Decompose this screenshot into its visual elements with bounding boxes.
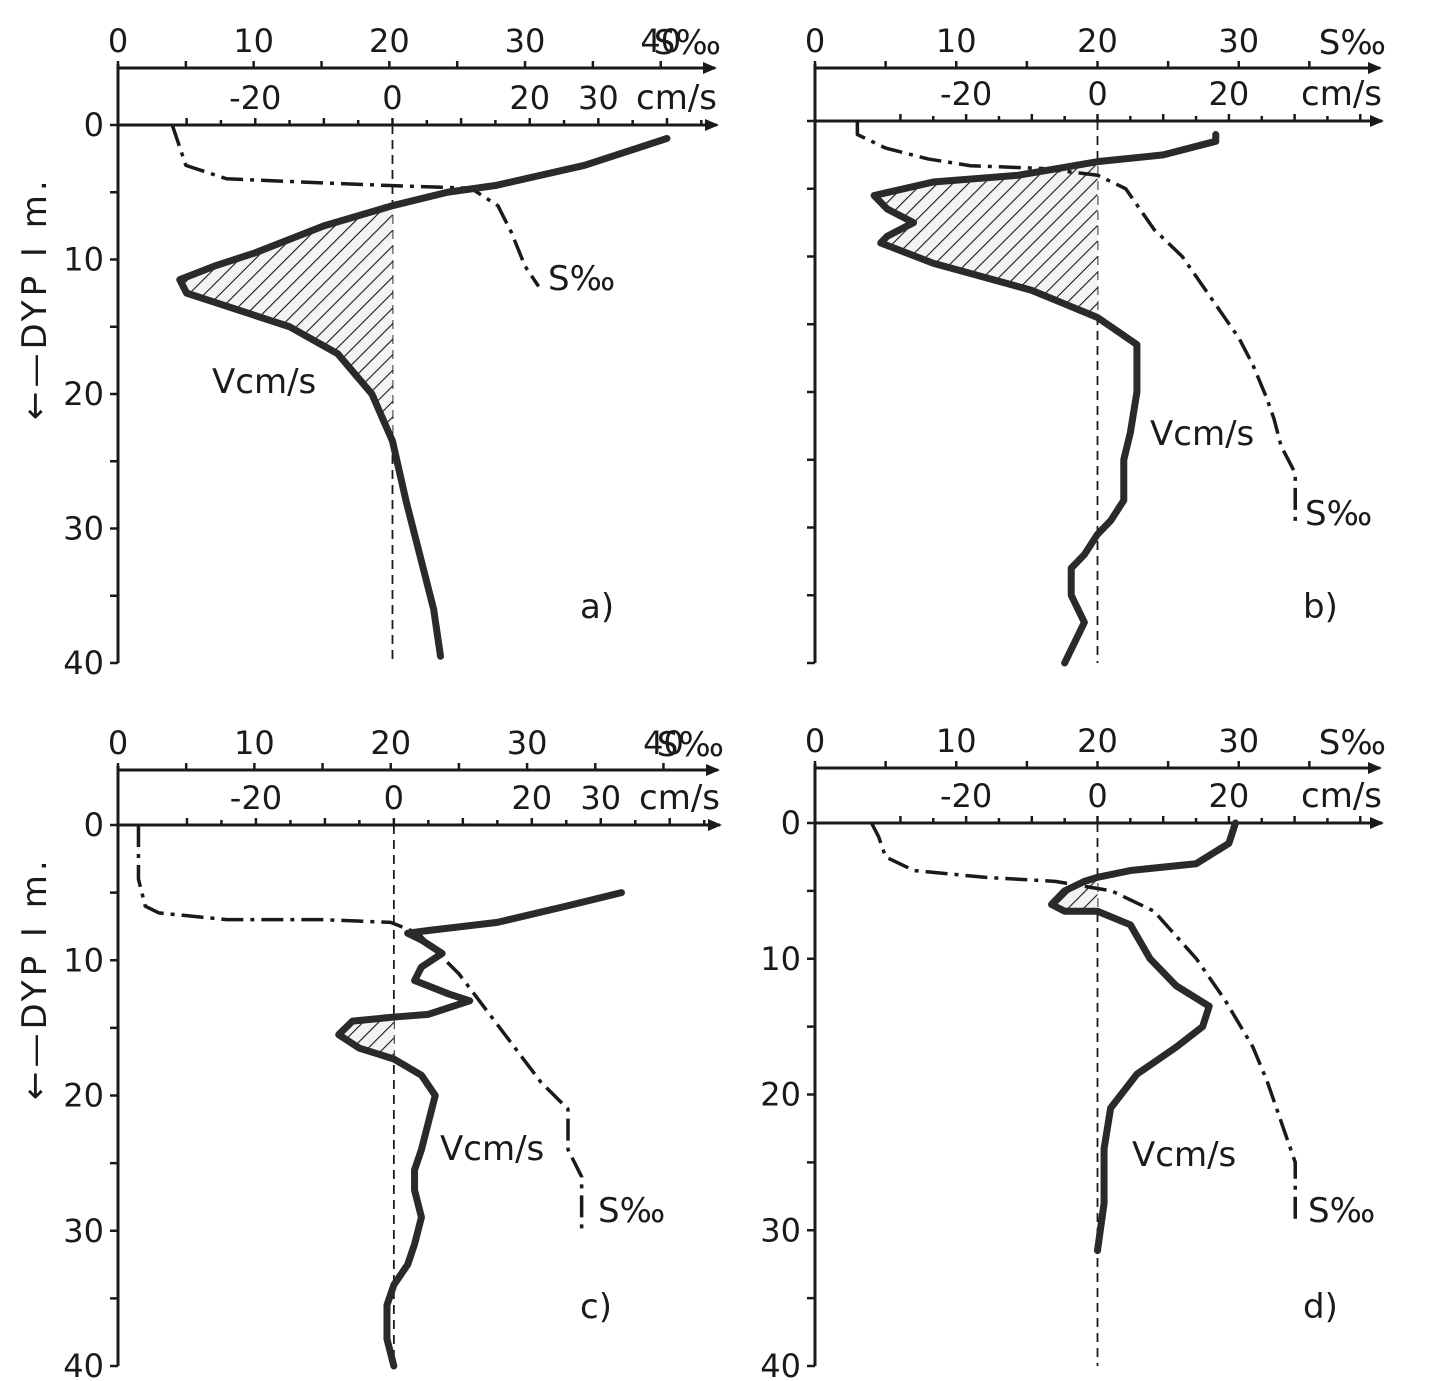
velocity-curve bbox=[870, 131, 1220, 667]
salinity-tick-label: 10 bbox=[234, 724, 275, 762]
depth-tick-label: 30 bbox=[760, 1211, 801, 1249]
panel-b: 0 10 20 30 S‰ -20 0 20 cm/s Vcm/s S‰ b) bbox=[805, 22, 1386, 667]
velocity-tick-label: 30 bbox=[580, 779, 621, 817]
salinity-tick-label: 20 bbox=[1077, 22, 1118, 60]
velocity-tick-label: 30 bbox=[578, 79, 619, 117]
velocity-tick-label: 20 bbox=[509, 79, 550, 117]
salinity-tick-label: 10 bbox=[936, 722, 977, 760]
salinity-curve bbox=[855, 121, 1297, 528]
velocity-curve bbox=[335, 889, 625, 1370]
salinity-tick-label: 10 bbox=[936, 22, 977, 60]
velocity-tick-label: -20 bbox=[229, 79, 281, 117]
hatched-region bbox=[338, 1017, 394, 1059]
salinity-tick-label: 30 bbox=[1218, 722, 1259, 760]
velocity-curve bbox=[1048, 819, 1239, 1255]
velocity-tick-label: -20 bbox=[230, 779, 282, 817]
salinity-tick-label: 40 bbox=[643, 724, 684, 762]
depth-tick-label: 40 bbox=[63, 1347, 104, 1381]
salinity-unit-label: S‰ bbox=[1319, 723, 1386, 763]
velocity-tick-label: 20 bbox=[1209, 75, 1250, 113]
velocity-series-label: Vcm/s bbox=[440, 1129, 544, 1169]
velocity-series-label: Vcm/s bbox=[1132, 1135, 1236, 1175]
velocity-tick-label: 20 bbox=[1209, 777, 1250, 815]
salinity-series-label: S‰ bbox=[1305, 494, 1372, 534]
depth-tick-label: 0 bbox=[84, 806, 104, 844]
salinity-series-label: S‰ bbox=[548, 259, 615, 299]
velocity-unit-label: cm/s bbox=[1301, 776, 1382, 816]
depth-tick-label: 10 bbox=[63, 941, 104, 979]
velocity-unit-label: cm/s bbox=[1301, 74, 1382, 114]
velocity-tick-label: 0 bbox=[1087, 777, 1107, 815]
salinity-tick-label: 0 bbox=[805, 722, 825, 760]
salinity-unit-label: S‰ bbox=[654, 23, 721, 63]
depth-tick-label: 40 bbox=[63, 644, 104, 682]
velocity-curve bbox=[176, 134, 671, 660]
panel-label: c) bbox=[580, 1287, 612, 1327]
salinity-series-label: S‰ bbox=[1308, 1191, 1375, 1231]
depth-tick-label: 20 bbox=[63, 1077, 104, 1115]
panel-label: b) bbox=[1303, 587, 1338, 627]
velocity-tick-label: 0 bbox=[384, 779, 404, 817]
depth-tick-label: 10 bbox=[63, 241, 104, 279]
velocity-unit-label: cm/s bbox=[636, 78, 717, 118]
depth-tick-label: 0 bbox=[781, 804, 801, 842]
velocity-tick-label: -20 bbox=[940, 75, 992, 113]
salinity-tick-label: 30 bbox=[505, 22, 546, 60]
salinity-curve bbox=[869, 822, 1297, 1224]
velocity-tick-label: -20 bbox=[940, 777, 992, 815]
depth-tick-label: 10 bbox=[760, 940, 801, 978]
salinity-series-label: S‰ bbox=[598, 1191, 665, 1231]
velocity-series-label: Vcm/s bbox=[1150, 414, 1254, 454]
panel-d: 0 10 20 30 40 0 10 20 30 S‰ -20 0 20 cm/s Vcm/s S‰ d) bbox=[760, 722, 1386, 1381]
depth-tick-label: 20 bbox=[63, 375, 104, 413]
salinity-tick-label: 40 bbox=[640, 22, 681, 60]
depth-tick-label: 40 bbox=[760, 1347, 801, 1381]
depth-tick-label: 30 bbox=[63, 510, 104, 548]
velocity-tick-label: 0 bbox=[1087, 75, 1107, 113]
salinity-tick-label: 20 bbox=[370, 724, 411, 762]
velocity-unit-label: cm/s bbox=[639, 778, 720, 818]
velocity-tick-label: 0 bbox=[382, 79, 402, 117]
depth-tick-label: 20 bbox=[760, 1076, 801, 1114]
y-axis-label-top: ←—DYP I m. bbox=[15, 176, 55, 420]
panel-label: d) bbox=[1303, 1287, 1338, 1327]
salinity-tick-label: 0 bbox=[108, 724, 128, 762]
salinity-tick-label: 10 bbox=[233, 22, 274, 60]
salinity-tick-label: 0 bbox=[805, 22, 825, 60]
salinity-tick-label: 20 bbox=[369, 22, 410, 60]
salinity-unit-label: S‰ bbox=[657, 725, 724, 765]
salinity-tick-label: 30 bbox=[1218, 22, 1259, 60]
salinity-tick-label: 20 bbox=[1077, 722, 1118, 760]
panel-label: a) bbox=[580, 587, 614, 627]
salinity-unit-label: S‰ bbox=[1319, 23, 1386, 63]
salinity-curve bbox=[170, 124, 541, 288]
velocity-tick-label: 20 bbox=[511, 779, 552, 817]
depth-tick-label: 30 bbox=[63, 1212, 104, 1250]
hatched-region bbox=[874, 161, 1098, 318]
salinity-tick-label: 30 bbox=[507, 724, 548, 762]
depth-tick-label: 0 bbox=[84, 106, 104, 144]
velocity-series-label: Vcm/s bbox=[212, 362, 316, 402]
salinity-tick-label: 0 bbox=[108, 22, 128, 60]
y-axis-label-bottom: ←—DYP I m. bbox=[15, 856, 55, 1100]
